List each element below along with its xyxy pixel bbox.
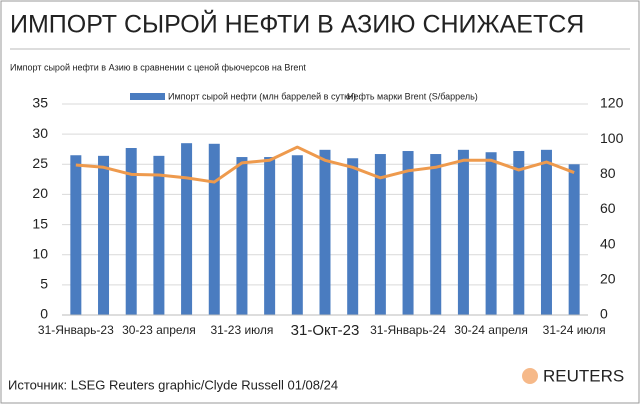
bar <box>319 149 331 315</box>
bar <box>485 152 497 315</box>
bar <box>153 155 165 315</box>
legend-label: Нефть марки Brent (S/баррель) <box>347 91 478 101</box>
y2-tick-label: 120 <box>600 95 624 111</box>
y-tick-label: 20 <box>32 185 48 201</box>
x-tick-label: 31-23 июля <box>210 323 273 337</box>
bar <box>264 157 276 315</box>
bar <box>181 143 193 315</box>
x-tick-label: 31-Январь-24 <box>370 323 446 337</box>
x-tick-label: 31-24 июля <box>543 323 606 337</box>
x-tick-label: 31-Январь-23 <box>38 323 114 337</box>
legend-label: Импорт сырой нефти (млн баррелей в сутки… <box>168 91 356 101</box>
y2-tick-label: 20 <box>600 271 616 287</box>
legend-swatch <box>130 93 165 100</box>
x-tick-label: 31-Окт-23 <box>291 322 360 339</box>
y2-tick-label: 100 <box>600 130 624 146</box>
y-tick-label: 5 <box>40 276 48 292</box>
y-tick-label: 0 <box>40 306 48 322</box>
bar <box>513 151 525 315</box>
y-tick-label: 10 <box>32 245 48 261</box>
chart-subtitle: Импорт сырой нефти в Азию в сравнении с … <box>10 62 306 72</box>
x-tick-label: 30-23 апреля <box>122 323 196 337</box>
y2-tick-label: 0 <box>600 306 608 322</box>
y-tick-label: 25 <box>32 155 48 171</box>
bar <box>568 164 580 315</box>
bar <box>70 155 82 315</box>
line <box>75 145 575 184</box>
bar <box>540 149 552 315</box>
source: Источник: LSEG Reuters graphic/Clyde Rus… <box>8 377 338 392</box>
bar <box>98 155 110 315</box>
bar <box>125 148 137 315</box>
bar <box>291 155 303 315</box>
y-tick-label: 15 <box>32 215 48 231</box>
bar <box>236 157 248 315</box>
bar <box>374 154 386 315</box>
x-tick-label: 30-24 апреля <box>454 323 528 337</box>
y-tick-label: 30 <box>32 125 48 141</box>
logo-icon <box>522 368 538 384</box>
logo: REUTERS <box>543 366 624 385</box>
y-tick-label: 35 <box>32 95 48 111</box>
y2-tick-label: 80 <box>600 165 616 181</box>
chart-title: ИМПОРТ СЫРОЙ НЕФТИ В АЗИЮ СНИЖАЕТСЯ <box>10 9 584 39</box>
bar <box>430 154 442 315</box>
bar <box>208 143 220 315</box>
bar <box>347 158 359 315</box>
bar <box>457 149 469 315</box>
y2-tick-label: 60 <box>600 200 616 216</box>
y2-tick-label: 40 <box>600 235 616 251</box>
bar <box>402 151 414 315</box>
